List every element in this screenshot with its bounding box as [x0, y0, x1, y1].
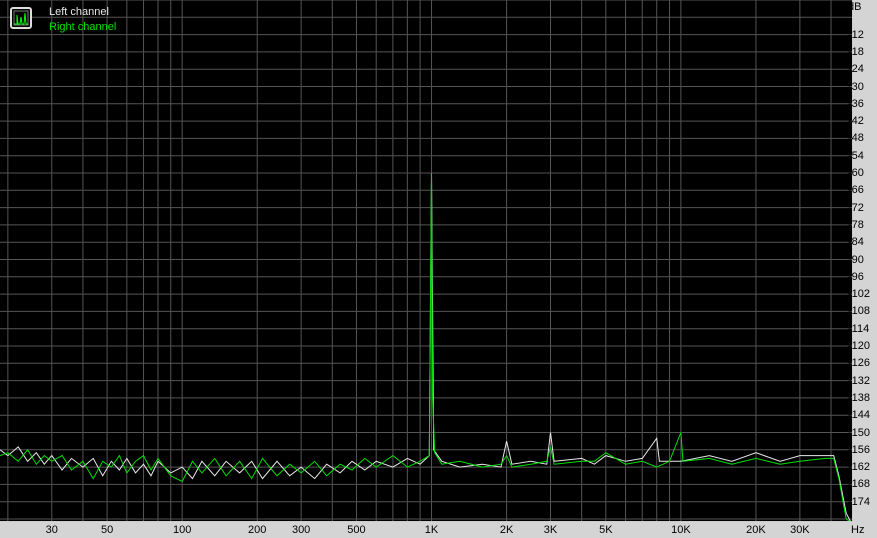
x-tick-label: 3K: [543, 524, 558, 536]
y-tick-label: -174: [848, 495, 871, 508]
y-tick-label: -102: [848, 288, 871, 301]
y-tick-label: -54: [848, 149, 864, 162]
series-left-channel: [0, 172, 852, 522]
y-tick-label: -78: [848, 218, 864, 231]
y-tick-label: -30: [848, 80, 864, 93]
series-right-channel: [0, 172, 852, 522]
y-tick-label: -84: [848, 236, 864, 249]
x-tick-label: 100: [172, 524, 192, 536]
y-tick-label: -66: [848, 184, 864, 197]
y-tick-label: -138: [848, 391, 871, 404]
y-tick-label: -72: [848, 201, 864, 214]
legend-left-channel: Left channel: [49, 6, 109, 18]
spectrum-chart: [0, 0, 853, 522]
x-tick-label: 30: [45, 524, 58, 536]
x-tick-label: 500: [347, 524, 366, 536]
x-tick-label: 1K: [424, 524, 439, 536]
x-tick-label: 50: [100, 524, 114, 536]
y-tick-label: -24: [848, 63, 864, 76]
spectrum-icon: [10, 7, 32, 29]
x-tick-label: 5K: [599, 524, 613, 536]
y-tick-label: -114: [848, 322, 870, 335]
y-tick-label: -12: [848, 28, 864, 41]
y-tick-label: -48: [848, 132, 864, 145]
y-tick-label: -18: [848, 45, 864, 58]
legend: Left channel Right channel: [10, 6, 116, 34]
y-tick-label: -60: [848, 167, 864, 179]
y-tick-label: -108: [848, 305, 871, 318]
y-tick-label: -126: [848, 357, 871, 370]
y-tick-label: -168: [848, 478, 871, 491]
x-axis-unit: Hz: [851, 524, 865, 536]
y-tick-label: -162: [848, 461, 871, 474]
y-tick-label: -120: [848, 340, 871, 352]
x-tick-label: 20K: [746, 524, 766, 536]
y-tick-label: -42: [848, 115, 864, 128]
x-tick-label: 10K: [671, 524, 691, 536]
y-tick-label: -144: [848, 409, 871, 422]
x-tick-label: 2K: [499, 524, 514, 536]
x-tick-label: 200: [248, 524, 267, 536]
y-axis-unit: dB: [848, 1, 862, 13]
y-tick-label: -96: [848, 270, 864, 283]
x-tick-label: 30K: [790, 524, 810, 536]
y-tick-label: -156: [848, 443, 871, 456]
y-tick-label: -36: [848, 97, 864, 110]
y-tick-label: -132: [848, 374, 871, 387]
legend-right-channel: Right channel: [49, 21, 117, 33]
y-tick-label: -90: [848, 253, 864, 266]
x-tick-label: 300: [291, 524, 311, 536]
y-tick-label: -150: [848, 426, 871, 439]
